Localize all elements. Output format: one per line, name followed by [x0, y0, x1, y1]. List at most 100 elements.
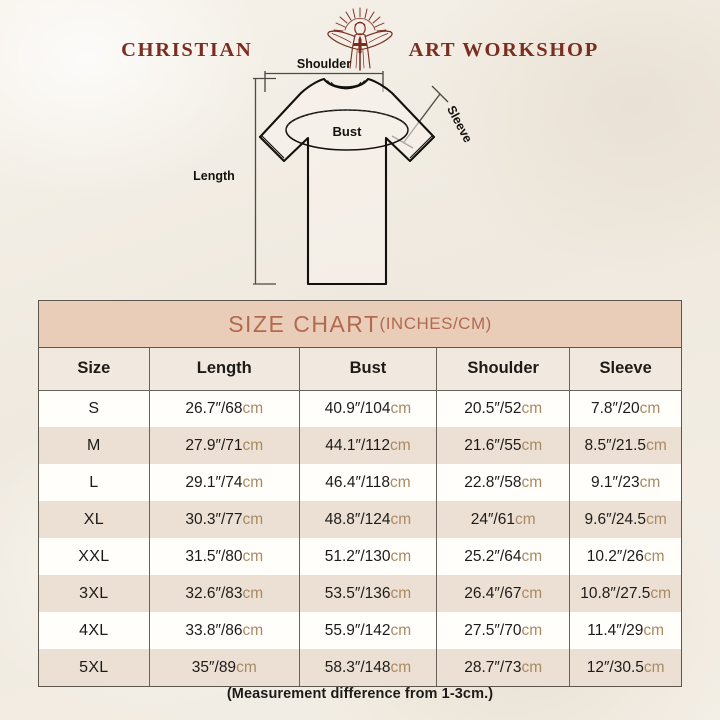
unit-suffix: cm: [646, 510, 667, 528]
cell-sleeve: 7.8″/20cm: [569, 390, 681, 427]
unit-suffix: cm: [521, 436, 543, 454]
unit-suffix: cm: [390, 510, 412, 528]
unit-suffix: cm: [521, 584, 543, 602]
table-row: 3XL 32.6″/83cm 53.5″/136cm 26.4″/67cm 10.8″/…: [39, 575, 681, 612]
length-dimension-line: [253, 77, 276, 285]
unit-suffix: cm: [242, 547, 264, 565]
cell-size: XL: [39, 501, 150, 538]
table-row: XXL 31.5″/80cm 51.2″/130cm 25.2″/64cm 10.2″/…: [39, 538, 681, 575]
unit-suffix: cm: [242, 399, 264, 417]
unit-suffix: cm: [390, 584, 412, 602]
cell-bust: 46.4″/118cm: [299, 464, 438, 501]
table-row: 4XL 33.8″/86cm 55.9″/142cm 27.5″/70cm 11.4″/…: [39, 612, 681, 649]
cell-shoulder: 21.6″/55cm: [436, 427, 571, 464]
unit-suffix: cm: [390, 547, 412, 565]
unit-suffix: cm: [643, 547, 665, 565]
tshirt-outline: [258, 77, 436, 286]
size-chart-title-unit: (INCHES/CM): [379, 314, 492, 333]
column-header-sleeve: Sleeve: [569, 348, 681, 391]
table-header-row: Size Length Bust Shoulder Sleeve: [39, 348, 681, 391]
tshirt-measurement-diagram: Shoulder Length Sleeve: [193, 58, 475, 286]
size-chart-title-main: SIZE CHART: [228, 310, 380, 337]
cell-size: L: [39, 464, 150, 501]
cell-shoulder: 26.4″/67cm: [436, 575, 571, 612]
unit-suffix: cm: [389, 436, 411, 454]
diagram-label-shoulder: Shoulder: [297, 58, 351, 71]
unit-suffix: cm: [639, 399, 661, 417]
unit-suffix: cm: [646, 436, 667, 454]
cell-shoulder: 20.5″/52cm: [436, 390, 571, 427]
cell-bust: 40.9″/104cm: [299, 390, 438, 427]
unit-suffix: cm: [521, 547, 543, 565]
cell-bust: 44.1″/112cm: [299, 427, 438, 464]
diagram-label-bust: Bust: [333, 124, 363, 139]
unit-suffix: cm: [650, 584, 672, 602]
cell-sleeve: 11.4″/29cm: [569, 612, 681, 649]
column-header-size: Size: [39, 348, 150, 391]
cell-size: 5XL: [39, 649, 150, 686]
cell-length: 29.1″/74cm: [149, 464, 300, 501]
cell-size: M: [39, 427, 150, 464]
unit-suffix: cm: [390, 621, 412, 639]
table-row: M 27.9″/71cm 44.1″/112cm 21.6″/55cm 8.5″/21.…: [39, 427, 681, 464]
unit-suffix: cm: [521, 621, 543, 639]
cell-shoulder: 25.2″/64cm: [436, 538, 571, 575]
brand-header: CHRISTIAN ART WORKSHOP: [0, 7, 720, 71]
unit-suffix: cm: [643, 621, 664, 639]
measurement-disclaimer: (Measurement difference from 1-3cm.): [226, 686, 494, 702]
cell-length: 33.8″/86cm: [149, 612, 300, 649]
cell-sleeve: 12″/30.5cm: [569, 649, 681, 686]
cell-length: 35″/89cm: [149, 649, 300, 686]
cell-size: XXL: [39, 538, 150, 575]
cell-length: 27.9″/71cm: [149, 427, 300, 464]
cell-length: 26.7″/68cm: [149, 390, 300, 427]
unit-suffix: cm: [390, 658, 412, 676]
cell-bust: 58.3″/148cm: [299, 649, 438, 686]
column-header-bust: Bust: [299, 348, 438, 391]
cell-sleeve: 10.8″/27.5cm: [569, 575, 681, 612]
christ-figure-emblem-icon: [327, 7, 393, 71]
unit-suffix: cm: [242, 621, 264, 639]
column-header-shoulder: Shoulder: [436, 348, 571, 391]
cell-shoulder: 28.7″/73cm: [436, 649, 571, 686]
cell-size: S: [39, 390, 150, 427]
table-row: S 26.7″/68cm 40.9″/104cm 20.5″/52cm 7.8″/20c…: [39, 390, 681, 427]
unit-suffix: cm: [521, 399, 543, 417]
unit-suffix: cm: [236, 658, 257, 676]
cell-shoulder: 22.8″/58cm: [436, 464, 571, 501]
cell-bust: 53.5″/136cm: [299, 575, 438, 612]
unit-suffix: cm: [242, 510, 264, 528]
brand-word-right: ART WORKSHOP: [408, 38, 599, 61]
unit-suffix: cm: [521, 658, 543, 676]
unit-suffix: cm: [521, 473, 543, 491]
cell-bust: 51.2″/130cm: [299, 538, 438, 575]
cell-bust: 55.9″/142cm: [299, 612, 438, 649]
unit-suffix: cm: [242, 584, 264, 602]
cell-bust: 48.8″/124cm: [299, 501, 438, 538]
cell-sleeve: 8.5″/21.5cm: [569, 427, 681, 464]
cell-length: 31.5″/80cm: [149, 538, 300, 575]
unit-suffix: cm: [242, 436, 264, 454]
cell-size: 4XL: [39, 612, 150, 649]
cell-shoulder: 27.5″/70cm: [436, 612, 571, 649]
diagram-label-length: Length: [193, 169, 235, 183]
column-header-length: Length: [149, 348, 300, 391]
size-chart-table: Size Length Bust Shoulder Sleeve S 26.7″/…: [39, 348, 681, 686]
cell-size: 3XL: [39, 575, 150, 612]
unit-suffix: cm: [389, 473, 411, 491]
unit-suffix: cm: [242, 473, 264, 491]
cell-sleeve: 10.2″/26cm: [569, 538, 681, 575]
brand-word-left: CHRISTIAN: [121, 38, 253, 61]
table-row: L 29.1″/74cm 46.4″/118cm 22.8″/58cm 9.1″/23c…: [39, 464, 681, 501]
unit-suffix: cm: [639, 473, 661, 491]
size-chart-title: SIZE CHART (INCHES/CM): [39, 301, 681, 348]
unit-suffix: cm: [514, 510, 536, 528]
cell-length: 30.3″/77cm: [149, 501, 300, 538]
cell-sleeve: 9.1″/23cm: [569, 464, 681, 501]
cell-length: 32.6″/83cm: [149, 575, 300, 612]
table-row: XL 30.3″/77cm 48.8″/124cm 24″/61cm 9.6″/24.5…: [39, 501, 681, 538]
unit-suffix: cm: [643, 658, 665, 676]
unit-suffix: cm: [390, 399, 412, 417]
brand-wordmark: CHRISTIAN ART WORKSHOP: [0, 8, 720, 70]
